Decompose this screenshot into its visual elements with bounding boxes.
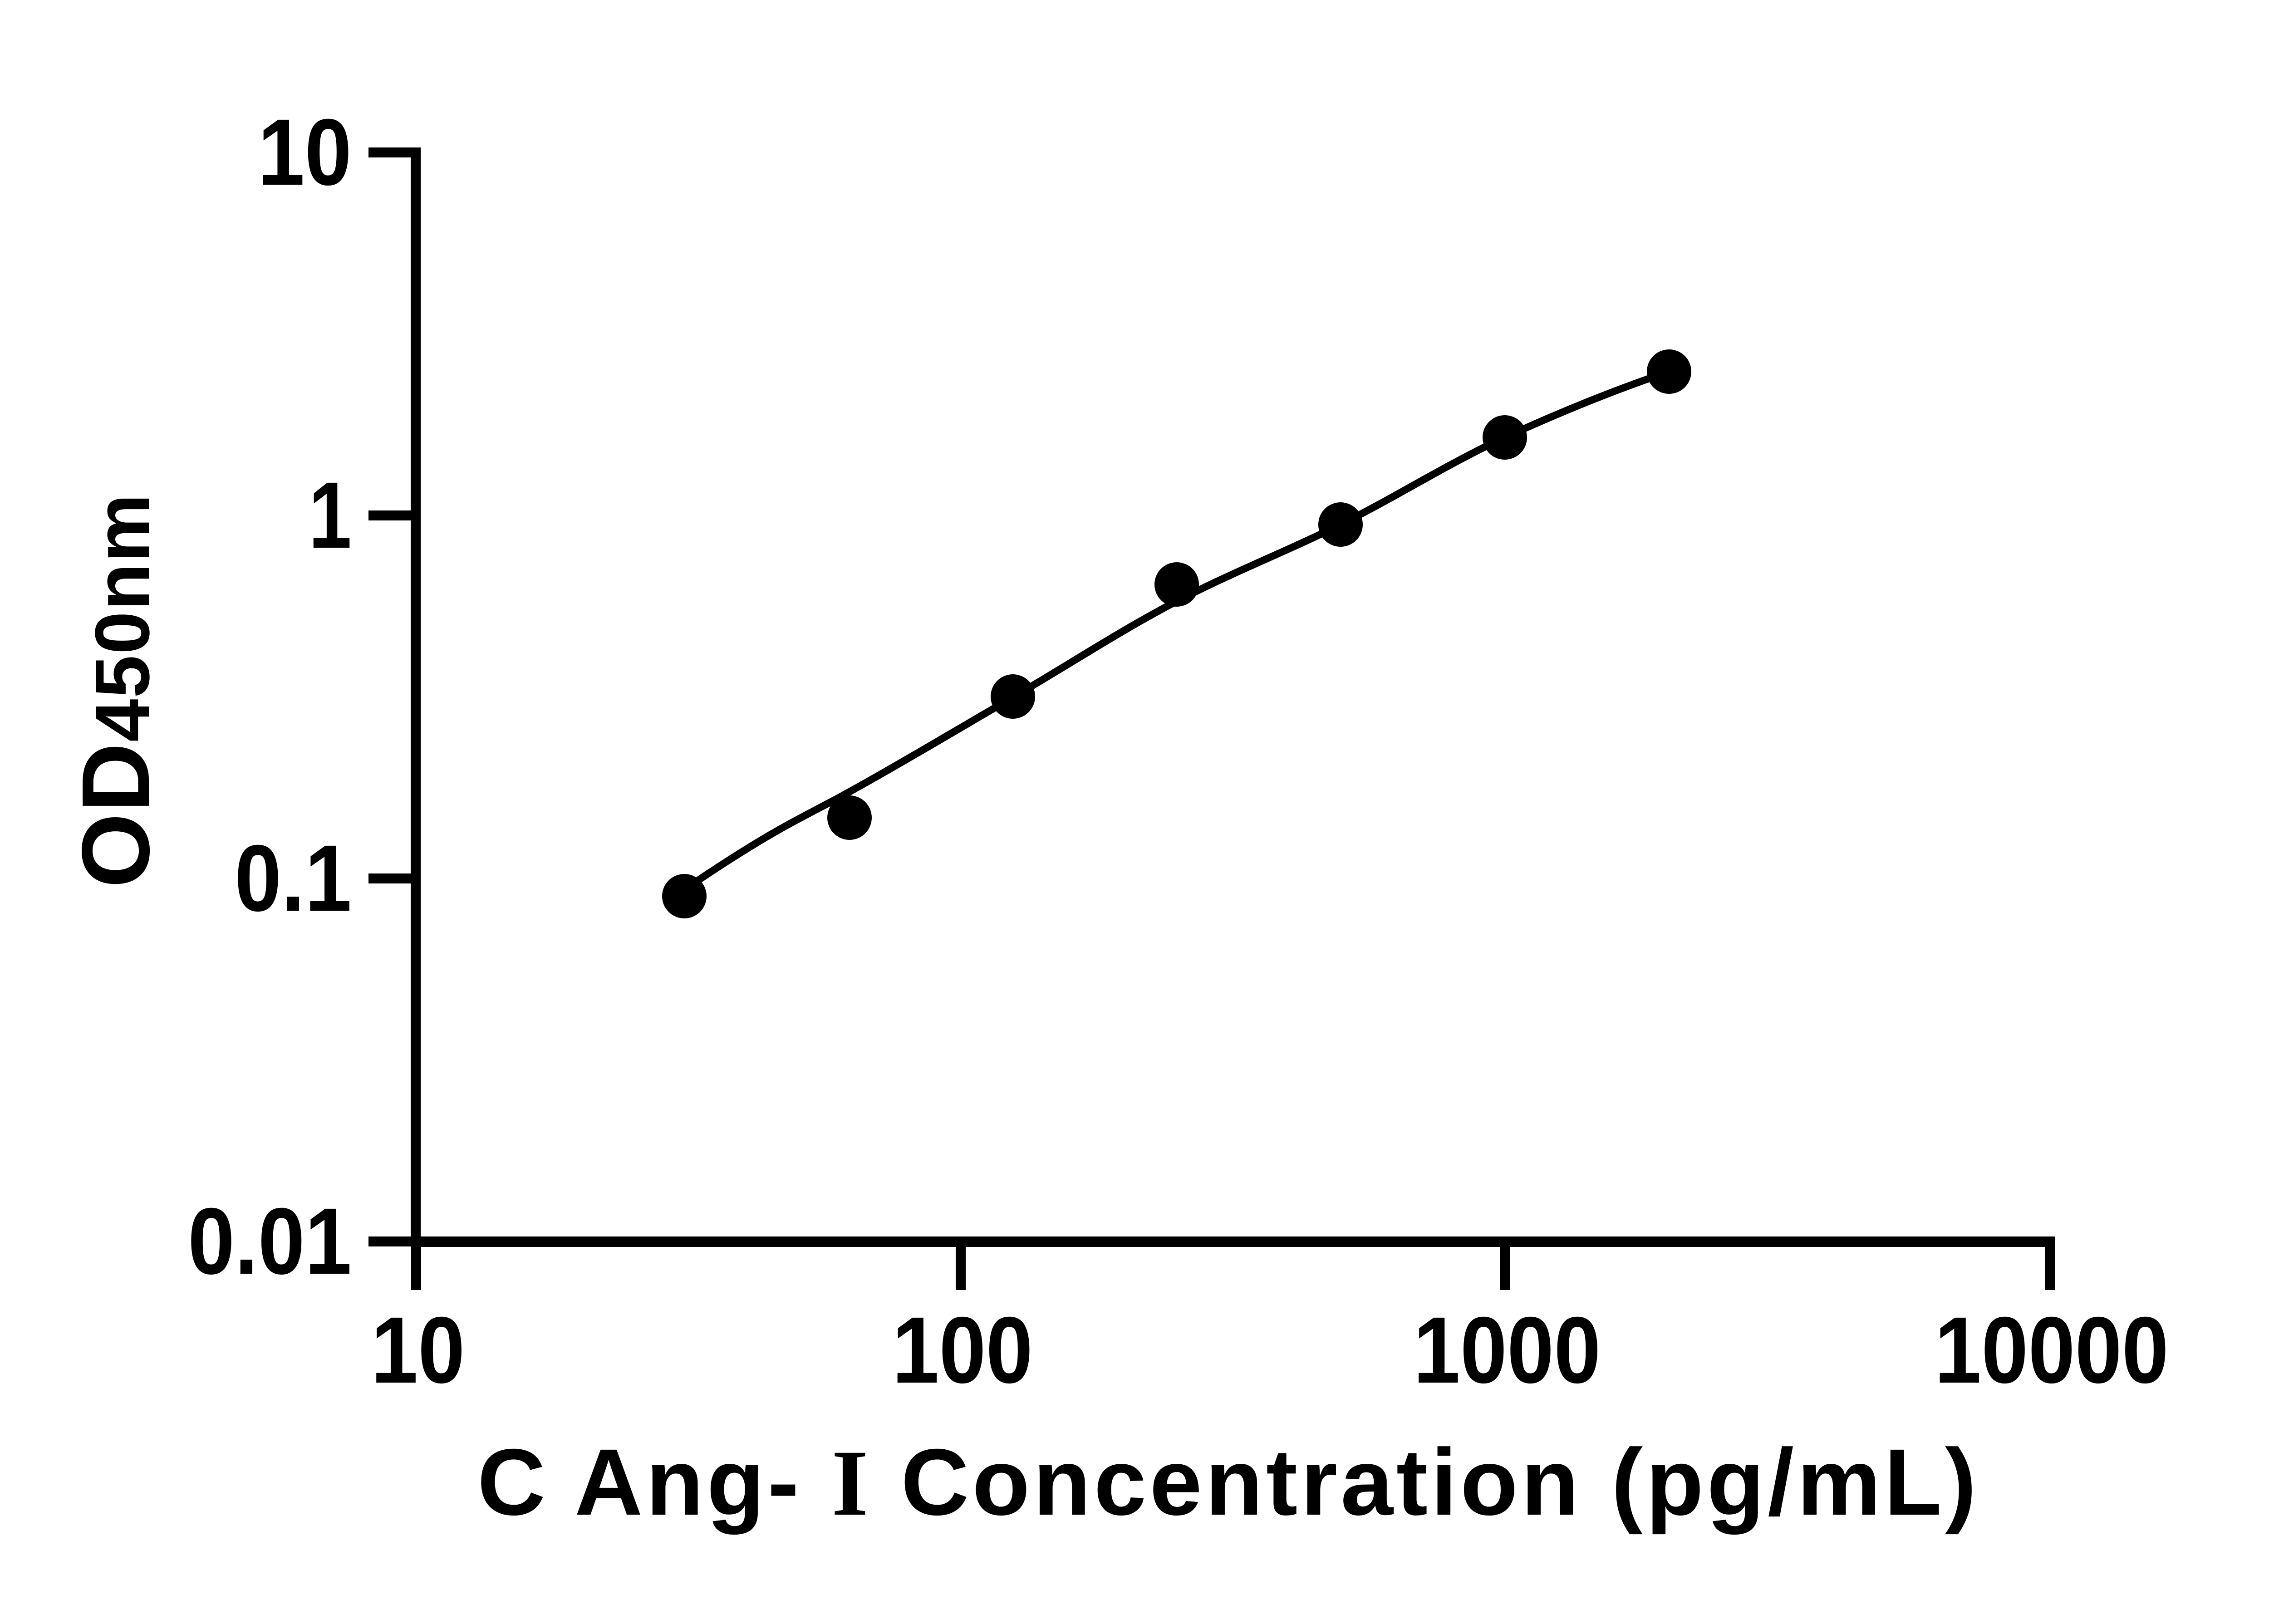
svg-text:0.1: 0.1: [235, 826, 352, 931]
svg-text:1000: 1000: [1414, 1298, 1601, 1403]
svg-text:1: 1: [309, 463, 352, 568]
svg-text:100: 100: [892, 1298, 1033, 1403]
svg-text:10000: 10000: [1935, 1298, 2169, 1403]
svg-text:C Ang- I Concentration (pg/mL): C Ang- I Concentration (pg/mL): [477, 1430, 1979, 1535]
svg-text:10: 10: [371, 1298, 465, 1403]
svg-text:10: 10: [258, 100, 352, 205]
svg-text:OD450nm: OD450nm: [62, 493, 169, 888]
svg-text:0.01: 0.01: [188, 1189, 352, 1294]
